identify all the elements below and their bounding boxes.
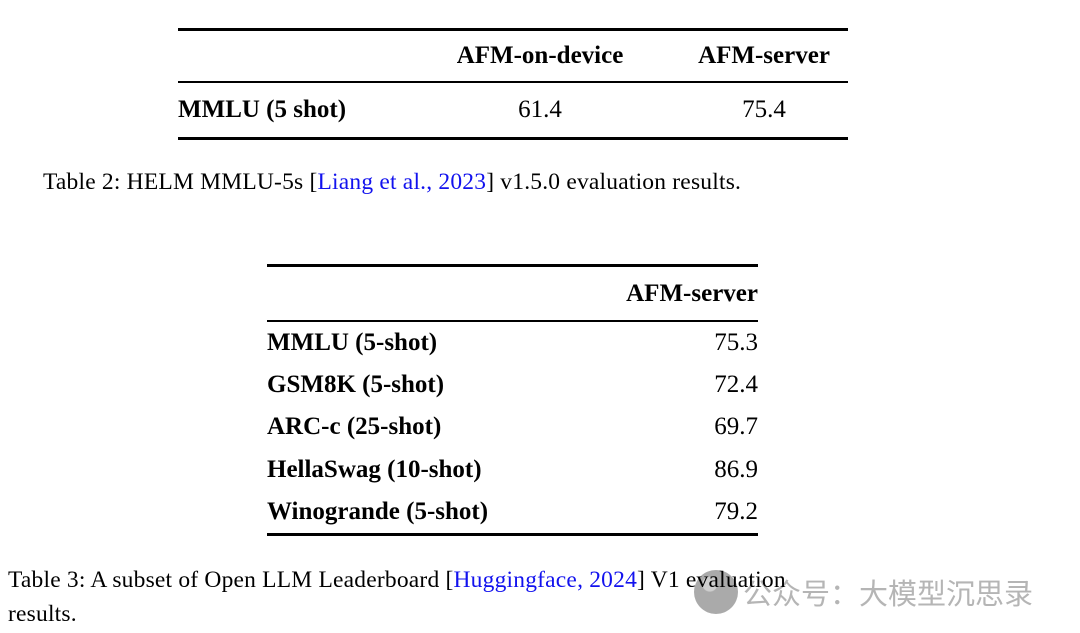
table-row: GSM8K (5-shot) 72.4 — [267, 364, 758, 406]
table-2-row-label: MMLU (5 shot) — [178, 95, 347, 123]
table-2-caption-prefix: Table 2: HELM MMLU-5s [ — [43, 169, 318, 195]
table-2-header-row: AFM-on-device AFM-server — [178, 31, 848, 81]
table-3-top-rule — [267, 264, 758, 267]
benchmark-score: 79.2 — [714, 498, 758, 526]
table-2-bottom-rule — [178, 136, 848, 140]
table-2-caption-suffix: ] v1.5.0 evaluation results. — [486, 169, 742, 195]
table-2-value-server: 75.4 — [742, 95, 786, 123]
table-2-top-rule — [178, 28, 848, 31]
benchmark-label: ARC-c (25-shot) — [267, 413, 442, 441]
benchmark-score: 69.7 — [714, 413, 758, 441]
benchmark-label: Winogrande (5-shot) — [267, 498, 489, 526]
benchmark-label: MMLU (5-shot) — [267, 328, 438, 356]
citation-link-liang-2023[interactable]: Liang et al., 2023 — [317, 169, 487, 195]
benchmark-score: 86.9 — [714, 455, 758, 483]
table-row: Winogrande (5-shot) 79.2 — [267, 491, 758, 533]
table-3-bottom-rule — [267, 533, 758, 537]
table-2: AFM-on-device AFM-server MMLU (5 shot) 6… — [178, 28, 848, 140]
table-row: MMLU (5-shot) 75.3 — [267, 322, 758, 364]
table-row: ARC-c (25-shot) 69.7 — [267, 406, 758, 448]
table-2-header-afm-server: AFM-server — [698, 42, 830, 69]
table-3-mid-rule — [267, 320, 758, 322]
benchmark-score: 75.3 — [714, 328, 758, 356]
table-2-caption: Table 2: HELM MMLU-5s [Liang et al., 202… — [43, 169, 741, 196]
table-3-caption-suffix: ] V1 evaluation — [637, 567, 786, 593]
table-row: HellaSwag (10-shot) 86.9 — [267, 449, 758, 491]
table-3-header-row: AFM-server — [267, 267, 758, 320]
table-3-caption-prefix: Table 3: A subset of Open LLM Leaderboar… — [8, 567, 454, 593]
benchmark-label: HellaSwag (10-shot) — [267, 455, 482, 483]
table-2-mid-rule — [178, 81, 848, 83]
table-2-value-on-device: 61.4 — [518, 95, 562, 123]
table-3: AFM-server MMLU (5-shot) 75.3 GSM8K (5-s… — [267, 264, 758, 537]
table-3-caption: Table 3: A subset of Open LLM Leaderboar… — [8, 563, 1038, 631]
citation-link-huggingface-2024[interactable]: Huggingface, 2024 — [453, 567, 638, 593]
benchmark-score: 72.4 — [714, 371, 758, 399]
table-row: MMLU (5 shot) 61.4 75.4 — [178, 83, 848, 137]
table-3-caption-line2: results. — [8, 601, 77, 627]
benchmark-label: GSM8K (5-shot) — [267, 371, 445, 399]
table-2-header-afm-on-device: AFM-on-device — [456, 42, 624, 69]
table-3-header-afm-server: AFM-server — [626, 279, 758, 307]
